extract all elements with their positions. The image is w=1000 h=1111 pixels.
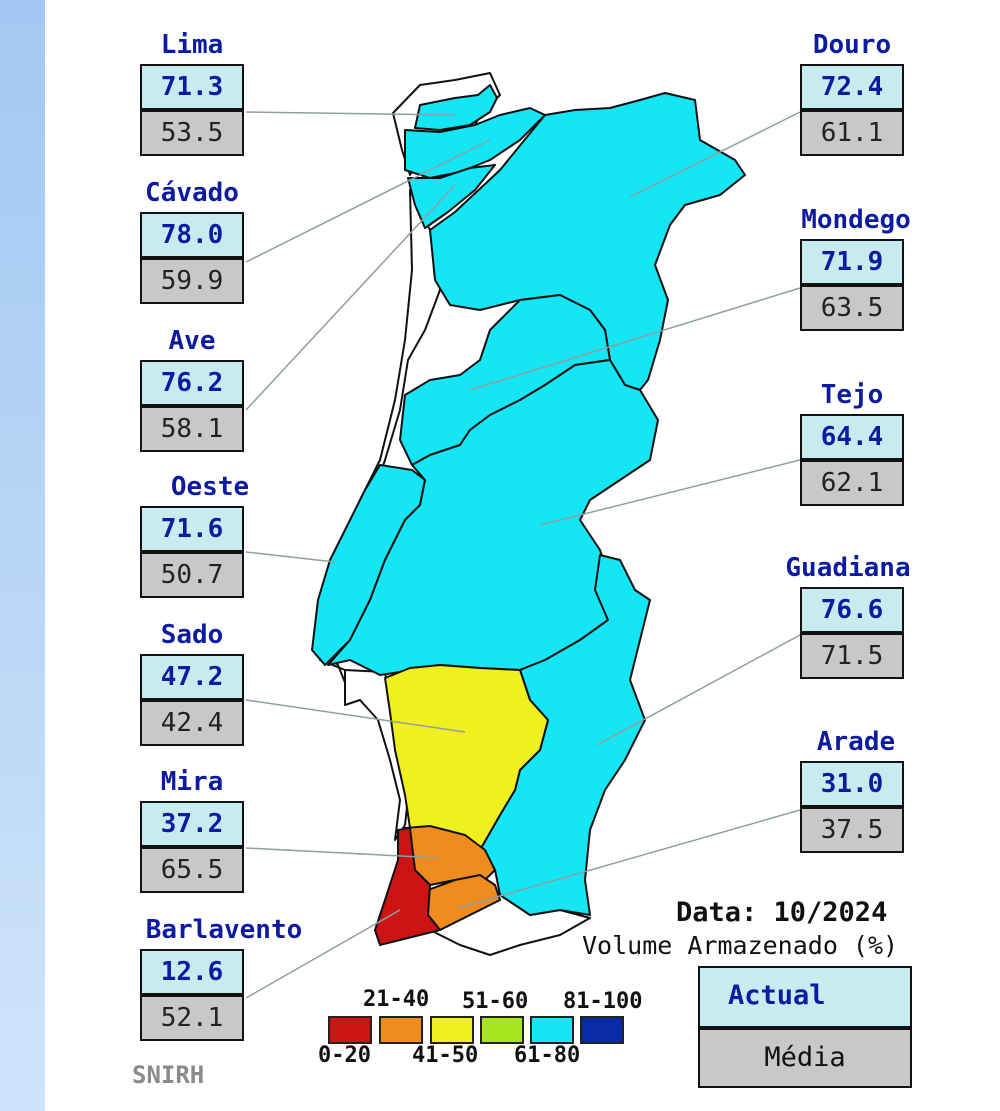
- average-value: 62.1: [800, 460, 904, 506]
- average-value: 65.5: [140, 847, 244, 893]
- average-value: 61.1: [800, 110, 904, 156]
- region-cavado: [404, 107, 546, 179]
- leader-line-cavado: [245, 139, 491, 263]
- region-lima: [414, 84, 498, 131]
- average-value: 59.9: [140, 258, 244, 304]
- basin-name: Cávado: [145, 178, 239, 208]
- basin-name: Ave: [168, 326, 216, 356]
- leader-line-guadiana: [596, 634, 801, 746]
- region-sado: [384, 664, 549, 851]
- legend-swatch-61-80: [530, 1016, 574, 1044]
- leader-line-barlavento: [245, 909, 401, 999]
- key-average: Média: [698, 1028, 912, 1088]
- leader-line-sado: [245, 699, 466, 733]
- legend-label-0-20: 0-20: [318, 1043, 371, 1068]
- basin-name: Mondego: [801, 205, 911, 235]
- average-value: 50.7: [140, 552, 244, 598]
- leader-line-ave: [245, 184, 456, 411]
- average-value: 71.5: [800, 633, 904, 679]
- legend-label-41-50: 41-50: [412, 1043, 479, 1068]
- average-value: 63.5: [800, 285, 904, 331]
- current-value: 31.0: [800, 761, 904, 807]
- key-current: Actual: [698, 966, 912, 1028]
- date-label: Data: 10/2024: [676, 897, 888, 928]
- current-value: 76.2: [140, 360, 244, 406]
- current-value: 76.6: [800, 587, 904, 633]
- leader-line-tejo: [539, 459, 801, 526]
- legend-swatch-81-100: [580, 1016, 624, 1044]
- leader-line-oeste: [245, 551, 336, 563]
- legend-label-61-80: 61-80: [514, 1043, 581, 1068]
- basin-name: Mira: [160, 767, 224, 797]
- legend-swatch-51-60: [480, 1016, 524, 1044]
- current-value: 47.2: [140, 654, 244, 700]
- leader-line-lima: [245, 111, 456, 116]
- current-value: 71.3: [140, 64, 244, 110]
- current-value: 12.6: [140, 949, 244, 995]
- key-current-label: Actual: [728, 980, 826, 1011]
- leader-line-arade: [457, 809, 801, 909]
- average-value: 53.5: [140, 110, 244, 156]
- current-value: 64.4: [800, 414, 904, 460]
- basin-name: Oeste: [170, 472, 250, 502]
- current-value: 71.6: [140, 506, 244, 552]
- left-sidebar: [0, 0, 45, 1111]
- leader-line-mira: [245, 847, 441, 859]
- legend-swatch-41-50: [430, 1016, 474, 1044]
- basin-name: Guadiana: [785, 553, 911, 583]
- legend-label-51-60: 51-60: [462, 989, 529, 1014]
- current-value: 72.4: [800, 64, 904, 110]
- current-value: 71.9: [800, 239, 904, 285]
- basin-name: Douro: [812, 30, 892, 60]
- leader-line-douro: [629, 111, 801, 198]
- legend-swatch-0-20: [328, 1016, 372, 1044]
- average-value: 42.4: [140, 700, 244, 746]
- volume-label: Volume Armazenado (%): [582, 931, 899, 960]
- basin-name: Tejo: [820, 380, 884, 410]
- basin-name: Arade: [816, 727, 896, 757]
- basin-name: Sado: [160, 620, 224, 650]
- legend-swatch-21-40: [379, 1016, 423, 1044]
- current-value: 37.2: [140, 801, 244, 847]
- legend-label-81-100: 81-100: [563, 989, 643, 1014]
- average-value: 37.5: [800, 807, 904, 853]
- basin-name: Barlavento: [145, 915, 303, 945]
- current-value: 78.0: [140, 212, 244, 258]
- basin-name: Lima: [160, 30, 224, 60]
- leader-line-mondego: [469, 287, 801, 391]
- average-value: 58.1: [140, 406, 244, 452]
- average-value: 52.1: [140, 995, 244, 1041]
- legend-label-21-40: 21-40: [363, 987, 430, 1012]
- source-logo: SNIRH: [132, 1061, 205, 1089]
